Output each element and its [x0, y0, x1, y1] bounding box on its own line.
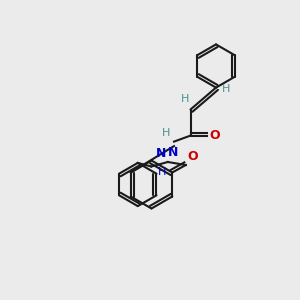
- Text: H: H: [158, 167, 166, 176]
- Text: H: H: [181, 94, 189, 104]
- Text: O: O: [187, 150, 198, 163]
- Text: N: N: [168, 146, 178, 159]
- Text: N: N: [156, 147, 166, 160]
- Text: O: O: [209, 129, 220, 142]
- Text: H: H: [162, 128, 170, 138]
- Text: H: H: [221, 84, 230, 94]
